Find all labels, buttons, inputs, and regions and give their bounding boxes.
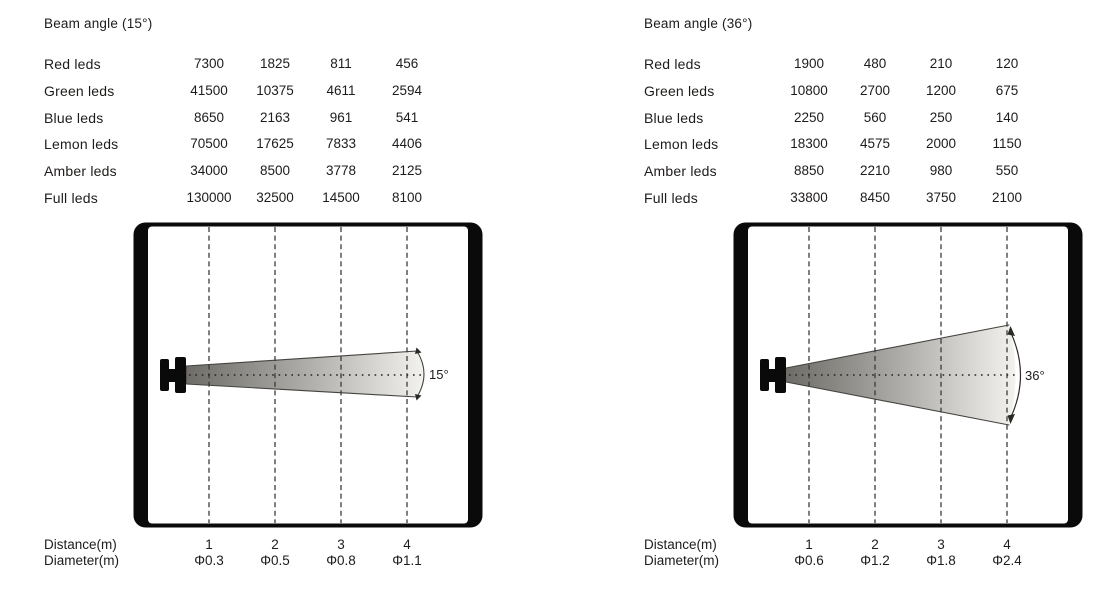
lux-value: 250	[929, 109, 953, 125]
fixture-icon	[160, 357, 186, 393]
row-label: Red leds	[644, 56, 701, 72]
row-label: Green leds	[644, 82, 715, 99]
diameter-value: Φ2.4	[992, 553, 1022, 568]
lux-value: 41500	[190, 82, 228, 98]
row-label: Amber leds	[644, 163, 717, 180]
lux-value: 1825	[259, 56, 291, 71]
lux-value: 1150	[992, 136, 1022, 152]
lux-value: 3778	[325, 163, 357, 179]
diameter-value: Φ1.1	[392, 553, 422, 568]
angle-label: 36°	[1025, 368, 1045, 383]
row-label: Green leds	[44, 82, 115, 99]
lux-value: 8450	[859, 189, 891, 205]
lux-value: 32500	[256, 189, 294, 205]
distance-label: Distance(m)	[644, 537, 717, 552]
lux-value: 1200	[925, 82, 957, 98]
lux-value: 4575	[859, 136, 891, 152]
beam-cone	[786, 325, 1016, 425]
lux-value: 2100	[991, 189, 1023, 205]
diameter-value: Φ0.8	[326, 553, 356, 568]
lux-value: 2594	[391, 82, 423, 98]
lux-value: 7833	[325, 136, 357, 152]
angle-arc-arrows	[1007, 326, 1015, 424]
angle-label: 15°	[429, 367, 449, 382]
row-label: Lemon leds	[644, 136, 719, 153]
row-label: Full leds	[644, 189, 698, 206]
lux-value: 33800	[790, 189, 828, 205]
lux-value: 980	[929, 163, 953, 179]
lux-value: 8850	[793, 163, 825, 179]
distance-value: 3	[337, 537, 345, 552]
lux-value: 456	[395, 56, 419, 71]
lux-value: 675	[995, 82, 1019, 98]
lux-value: 10375	[256, 82, 294, 98]
lux-value: 3750	[925, 189, 957, 205]
lux-value: 14500	[322, 189, 360, 205]
lux-value: 2163	[259, 109, 291, 125]
lux-value: 7300	[193, 56, 225, 71]
diameter-value: Φ0.5	[260, 553, 290, 568]
row-label: Full leds	[44, 189, 98, 206]
distance-value: 1	[205, 537, 213, 552]
beam-diagram-15: 15°	[133, 222, 483, 528]
panel-title: Beam angle (15°)	[44, 16, 153, 31]
lux-value: 2000	[925, 136, 957, 152]
distance-label: Distance(m)	[44, 537, 117, 552]
lux-value: 2250	[793, 109, 825, 125]
distance-value: 2	[271, 537, 279, 552]
row-label: Blue leds	[44, 109, 104, 126]
lux-value: 2210	[859, 163, 891, 179]
lux-value: 2700	[859, 82, 891, 98]
angle-arc	[1010, 332, 1022, 418]
distance-value: 2	[871, 537, 879, 552]
lux-value: 560	[863, 109, 887, 125]
lux-value: 4406	[391, 136, 423, 152]
diameter-value: Φ0.6	[794, 553, 824, 568]
lux-table: Red leds 7300 1825 811 456 Green leds 41…	[44, 51, 440, 212]
distance-value: 3	[937, 537, 945, 552]
row-label: Lemon leds	[44, 136, 119, 153]
fixture-icon	[760, 357, 786, 393]
lux-value: 140	[995, 109, 1019, 125]
lux-value: 2125	[391, 163, 423, 179]
lux-value: 4611	[326, 82, 356, 98]
lux-value: 17625	[256, 136, 294, 152]
panel-title: Beam angle (36°)	[644, 16, 753, 31]
diameter-label: Diameter(m)	[644, 553, 720, 568]
row-label: Red leds	[44, 56, 101, 72]
lux-value: 811	[330, 56, 352, 71]
diameter-value: Φ0.3	[194, 553, 224, 568]
lux-value: 550	[995, 163, 1019, 179]
beam-diagram-36: 36°	[733, 222, 1083, 528]
row-label: Amber leds	[44, 163, 117, 180]
diameter-label: Diameter(m)	[44, 553, 120, 568]
distance-diameter-table: Distance(m) 1 2 3 4 Diameter(m) Φ0.6 Φ1.…	[644, 537, 1040, 569]
lux-value: 1900	[793, 56, 825, 71]
lux-value: 480	[863, 56, 887, 71]
lux-value: 34000	[190, 163, 228, 179]
lux-value: 8650	[193, 109, 225, 125]
angle-arc-arrows	[415, 347, 422, 401]
lux-value: 210	[929, 56, 953, 71]
lux-value: 10800	[790, 82, 828, 98]
row-label: Blue leds	[644, 109, 704, 126]
distance-value: 4	[1003, 537, 1011, 552]
lux-value: 961	[329, 109, 353, 125]
lux-value: 18300	[790, 136, 828, 152]
diameter-value: Φ1.2	[860, 553, 890, 568]
diameter-value: Φ1.8	[926, 553, 956, 568]
distance-diameter-table: Distance(m) 1 2 3 4 Diameter(m) Φ0.3 Φ0.…	[44, 537, 440, 569]
panel-beam-15: Beam angle (15°) Red leds 7300 1825 811 …	[30, 0, 510, 602]
beam-cone-edges	[785, 324, 1010, 426]
lux-table: Red leds 1900 480 210 120 Green leds 108…	[644, 51, 1040, 212]
lux-value: 8100	[391, 189, 423, 205]
distance-value: 4	[403, 537, 411, 552]
distance-value: 1	[805, 537, 813, 552]
lux-value: 541	[395, 109, 419, 125]
panel-beam-36: Beam angle (36°) Red leds 1900 480 210 1…	[630, 0, 1107, 602]
lux-value: 70500	[190, 136, 228, 152]
lux-value: 8500	[259, 163, 291, 179]
lux-value: 130000	[186, 189, 232, 205]
lux-value: 120	[995, 56, 1019, 71]
